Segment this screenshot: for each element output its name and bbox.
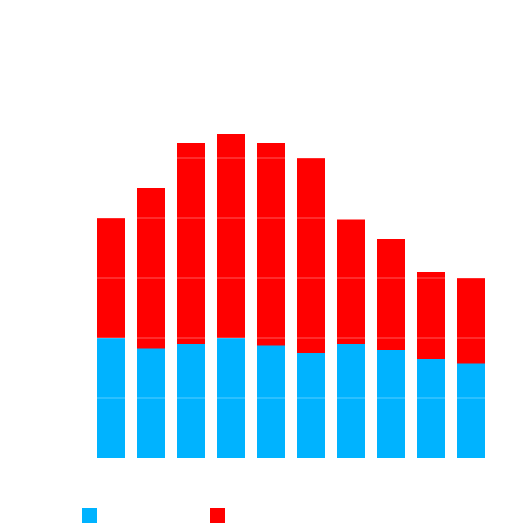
- legend-item-series-1: [82, 508, 103, 523]
- bar-series-2-item-2: [137, 188, 165, 349]
- bar-series-1-item-5: [257, 345, 285, 458]
- bar-series-1-item-7: [337, 344, 365, 458]
- bar-layer: [97, 134, 485, 458]
- bar-series-1-item-4: [217, 338, 245, 458]
- bar-series-2-item-10: [457, 278, 485, 364]
- legend: [0, 508, 526, 526]
- bar-series-2-item-8: [377, 239, 405, 350]
- bar-series-1-item-3: [177, 344, 205, 458]
- bar-series-2-item-6: [297, 158, 325, 353]
- bar-series-1-item-6: [297, 353, 325, 458]
- bar-series-2-item-5: [257, 143, 285, 346]
- bar-series-1-item-1: [97, 338, 125, 458]
- bar-series-2-item-9: [417, 272, 445, 359]
- bar-series-2-item-3: [177, 143, 205, 344]
- legend-item-series-2: [210, 508, 231, 523]
- bar-series-1-item-2: [137, 348, 165, 458]
- legend-swatch-series-2: [210, 508, 225, 523]
- bar-series-2-item-4: [217, 134, 245, 338]
- grid-layer: [91, 157, 491, 399]
- bar-series-1-item-10: [457, 363, 485, 458]
- bar-series-1-item-8: [377, 350, 405, 458]
- legend-swatch-series-1: [82, 508, 97, 523]
- bar-series-2-item-1: [97, 218, 125, 338]
- bar-series-2-item-7: [337, 219, 365, 344]
- bar-series-1-item-9: [417, 359, 445, 458]
